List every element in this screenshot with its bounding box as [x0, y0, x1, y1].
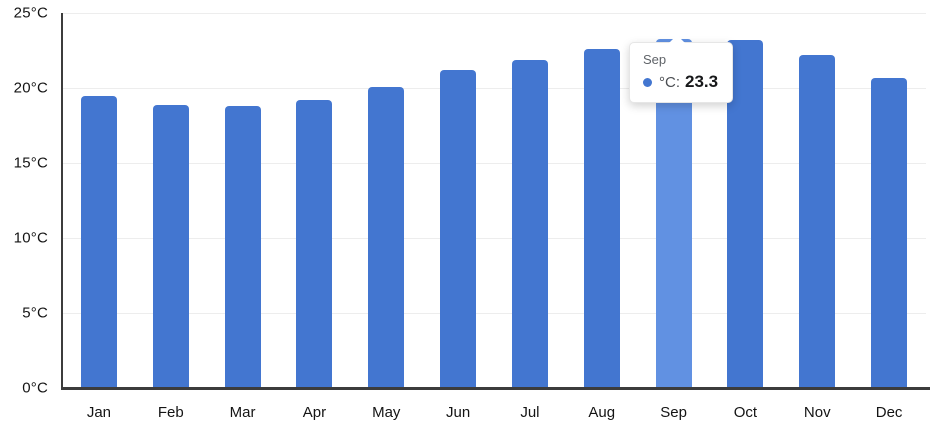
tooltip-value-row: °C: 23.3	[643, 72, 718, 92]
tooltip-series-label: °C:	[659, 73, 680, 91]
tooltip-value: 23.3	[685, 72, 719, 91]
series-marker-icon	[643, 77, 652, 87]
x-tick-label-oct: Oct	[733, 404, 758, 421]
gridline-5	[63, 313, 926, 314]
tooltip-caret-icon	[669, 35, 685, 43]
bar-may[interactable]	[368, 86, 405, 388]
x-axis-line	[61, 387, 930, 390]
gridline-25	[63, 13, 926, 14]
y-tick-label-15: 15°C	[13, 154, 48, 172]
x-tick-label-dec: Dec	[875, 404, 903, 421]
bar-jun[interactable]	[440, 70, 477, 388]
x-tick-label-feb: Feb	[157, 404, 184, 421]
x-tick-label-mar: Mar	[229, 404, 256, 421]
bar-jan[interactable]	[80, 95, 117, 388]
y-tick-label-5: 5°C	[22, 304, 48, 322]
x-tick-label-sep: Sep	[660, 404, 687, 421]
tooltip: Sep °C: 23.3	[629, 35, 734, 103]
gridline-20	[63, 88, 926, 89]
bar-jul[interactable]	[511, 59, 548, 388]
y-axis-line	[61, 13, 63, 390]
x-tick-label-jul: Jul	[520, 404, 540, 421]
x-tick-label-may: May	[372, 404, 401, 421]
x-tick-label-apr: Apr	[302, 404, 327, 421]
y-tick-label-10: 10°C	[13, 229, 48, 247]
y-tick-label-25: 25°C	[13, 4, 48, 22]
bar-feb[interactable]	[152, 104, 189, 388]
x-tick-label-nov: Nov	[803, 404, 831, 421]
x-tick-label-jan: Jan	[86, 404, 111, 421]
bar-apr[interactable]	[296, 100, 333, 388]
bar-dec[interactable]	[871, 77, 908, 388]
gridline-15	[63, 163, 926, 164]
gridline-10	[63, 238, 926, 239]
tooltip-title: Sep	[643, 52, 667, 67]
bar-aug[interactable]	[583, 49, 620, 388]
x-tick-label-aug: Aug	[588, 404, 616, 421]
bar-oct[interactable]	[727, 40, 764, 388]
bar-mar[interactable]	[224, 106, 261, 388]
y-tick-label-0: 0°C	[22, 379, 48, 397]
bar-nov[interactable]	[799, 55, 836, 388]
x-tick-label-jun: Jun	[445, 404, 471, 421]
y-tick-label-20: 20°C	[13, 79, 48, 97]
